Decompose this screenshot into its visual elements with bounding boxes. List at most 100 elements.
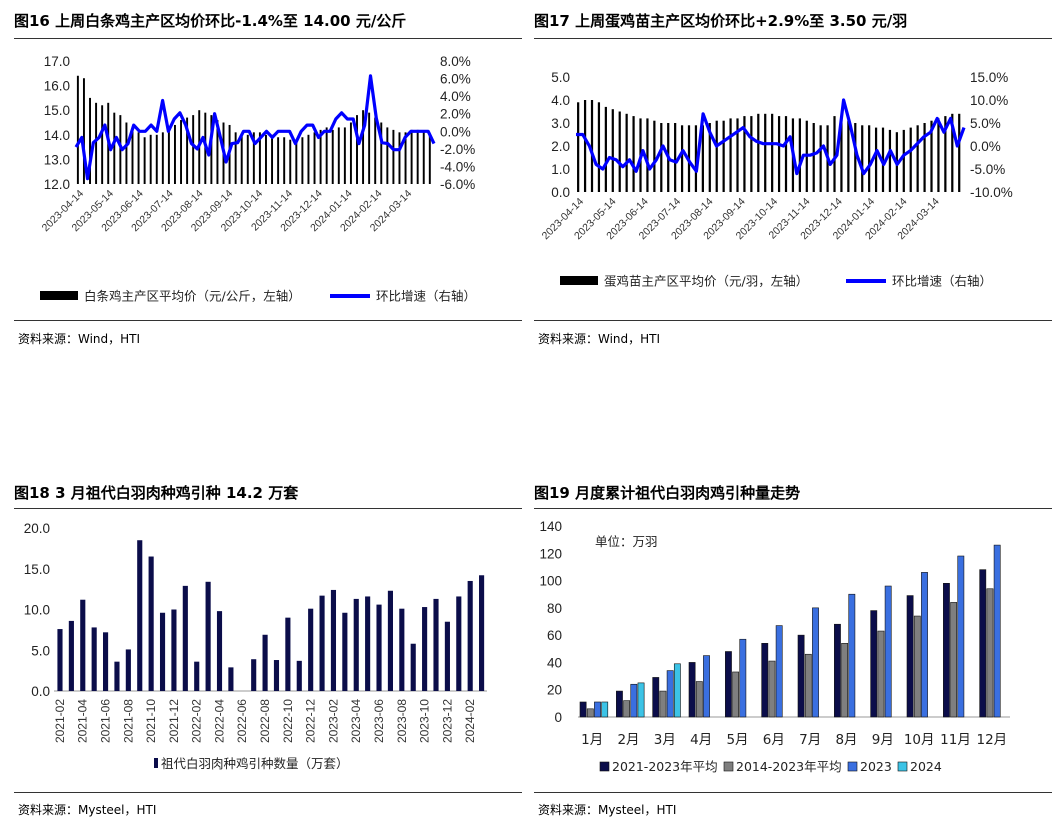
price-bar	[410, 129, 413, 184]
x-axis-tick-label: 2021-10	[144, 699, 158, 743]
legend-label: 2024	[910, 759, 942, 774]
price-bar	[784, 116, 788, 192]
x-axis-tick-label: 2024-02	[463, 699, 477, 743]
cumulative-bar	[652, 677, 660, 718]
price-bar	[854, 123, 857, 192]
import-bar	[228, 667, 234, 691]
cumulative-bar	[659, 690, 667, 718]
price-bar	[362, 110, 365, 184]
price-bar	[944, 116, 947, 192]
y-axis-tick-label: 140	[539, 519, 562, 534]
price-bar	[715, 120, 718, 192]
price-bar	[82, 78, 85, 184]
price-bar	[301, 137, 304, 184]
legend-bar-swatch	[560, 276, 598, 285]
cumulative-bar	[848, 593, 856, 718]
cumulative-bar	[616, 690, 623, 718]
footer-rule	[534, 320, 1052, 321]
import-bar	[68, 620, 74, 691]
legend-bar-label: 白条鸡主产区平均价（元/公斤，左轴）	[84, 289, 301, 304]
price-bar	[76, 75, 79, 184]
price-bar	[812, 123, 815, 192]
x-axis-tick-label: 2022-08	[258, 699, 272, 743]
import-bar	[159, 612, 166, 691]
price-bar	[660, 123, 663, 192]
price-bar	[131, 129, 134, 184]
x-axis-tick-label: 8月	[835, 732, 857, 748]
cumulative-bar	[594, 701, 601, 718]
price-bar	[392, 129, 395, 184]
price-bar	[861, 125, 864, 192]
import-bar	[376, 604, 382, 691]
cumulative-bar	[950, 602, 958, 718]
right-axis-tick-label: -6.0%	[440, 177, 475, 192]
x-axis-tick-label: 12月	[976, 732, 1007, 748]
cumulative-bar	[725, 651, 732, 718]
figure-18: 图18 3 月祖代白羽肉种鸡引种 14.2 万套 0.0 5.0 10.0 15.0 2…	[14, 470, 524, 820]
left-axis-tick-label: 13.0	[44, 152, 70, 167]
legend-swatch	[847, 761, 858, 772]
left-axis-tick-label: 2.0	[551, 139, 570, 154]
price-bar	[888, 129, 892, 192]
legend-swatch	[599, 761, 610, 772]
price-bar	[325, 127, 328, 184]
price-bar	[847, 120, 850, 192]
price-bar	[757, 113, 760, 192]
price-bar	[604, 106, 607, 192]
cumulative-bar	[986, 588, 994, 718]
right-axis-tick-label: 8.0%	[440, 54, 471, 69]
cumulative-bar	[877, 630, 885, 718]
price-bar	[271, 134, 274, 184]
price-bar	[625, 113, 628, 192]
x-axis-tick-label: 4月	[690, 732, 712, 748]
price-bar	[167, 129, 170, 184]
x-axis-tick-label: 2023-10	[418, 699, 432, 743]
price-bar	[428, 134, 431, 184]
cumulative-bar	[732, 671, 740, 718]
x-axis-tick-label: 11月	[940, 732, 971, 748]
x-axis-tick-label: 2022-04	[212, 699, 226, 743]
cumulative-bar	[993, 544, 1001, 718]
price-bar	[680, 125, 684, 192]
footer-rule	[534, 792, 1052, 793]
y-axis-tick-label: 20	[547, 683, 562, 698]
cumulative-bar	[586, 708, 594, 718]
x-axis-tick-label: 2023-06	[372, 699, 386, 743]
figure-17-source: 资料来源：Wind，HTI	[538, 332, 661, 346]
import-bar	[216, 611, 223, 691]
right-axis-tick-label: -2.0%	[440, 142, 475, 157]
import-bar	[57, 629, 63, 691]
price-bar	[258, 132, 261, 184]
x-axis-tick-label: 2022-10	[281, 699, 295, 743]
cumulative-bar	[688, 662, 696, 718]
price-bar	[777, 116, 781, 192]
cumulative-bar	[913, 615, 921, 718]
x-axis-tick-label: 9月	[872, 732, 894, 748]
price-bar	[101, 105, 104, 184]
title-rule	[14, 38, 522, 39]
x-axis-tick-label: 2021-06	[99, 699, 113, 743]
cumulative-bar	[775, 625, 783, 718]
cumulative-bar	[906, 595, 914, 718]
figure-16: 图16 上周白条鸡主产区均价环比-1.4%至 14.00 元/公斤 12.0 13…	[14, 0, 524, 360]
x-axis-tick-label: 2022-12	[304, 699, 318, 743]
x-axis-tick-label: 2021-12	[167, 699, 181, 743]
x-axis-tick-label: 2023-12	[440, 699, 454, 743]
price-bar	[192, 115, 195, 184]
price-bar	[653, 120, 656, 192]
right-axis-tick-label: -5.0%	[970, 162, 1005, 177]
x-axis-tick-label: 3月	[654, 732, 676, 748]
y-axis-tick-label: 5.0	[31, 643, 50, 658]
y-axis-tick-label: 80	[547, 601, 562, 616]
price-bar	[125, 122, 128, 184]
cumulative-bar	[666, 670, 674, 718]
price-bar	[646, 118, 649, 192]
cumulative-bar	[921, 572, 928, 718]
import-bar	[319, 595, 325, 691]
cumulative-bar	[943, 583, 950, 718]
y-axis-tick-label: 40	[547, 655, 562, 670]
price-bar	[252, 132, 255, 184]
x-axis-tick-label: 2021-08	[121, 699, 135, 743]
price-bar	[597, 102, 601, 192]
price-bar	[210, 115, 213, 184]
